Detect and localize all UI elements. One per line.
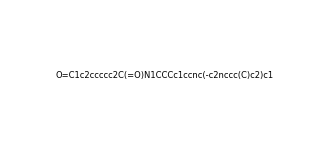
Text: O=C1c2ccccc2C(=O)N1CCCc1ccnc(-c2nccc(C)c2)c1: O=C1c2ccccc2C(=O)N1CCCc1ccnc(-c2nccc(C)c… (56, 71, 273, 80)
